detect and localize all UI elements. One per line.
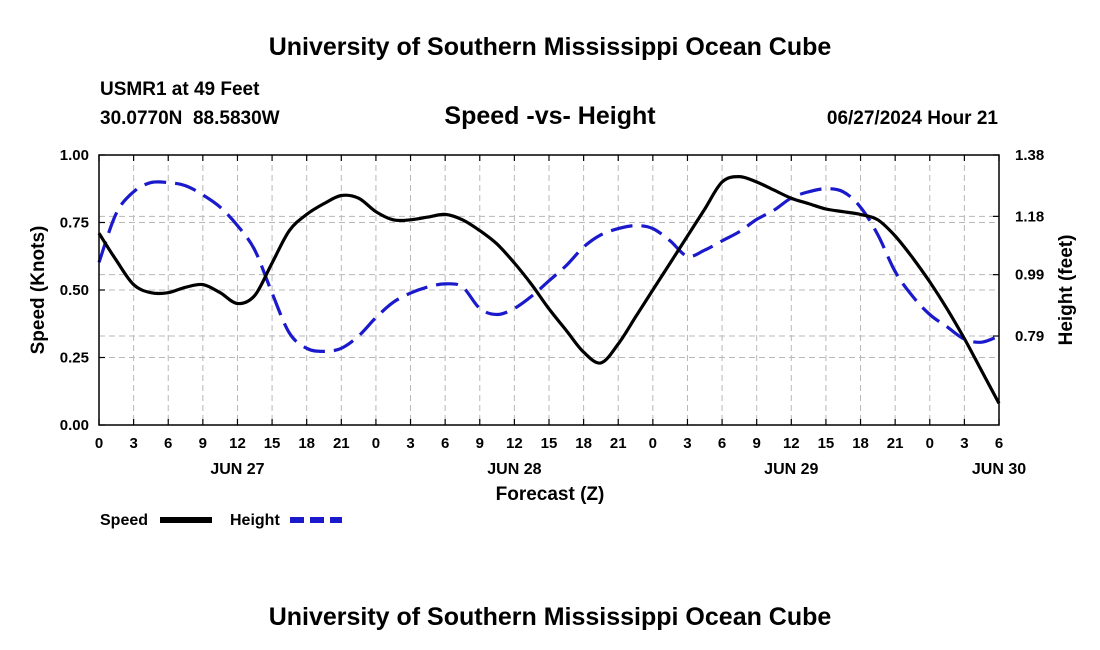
axis-ticks: 0 3 6 9 12 15 18 21 0 3 6 9 12 15 18 21 0 3 6 9 12 15 18 21 0 3 6 0… bbox=[60, 147, 1044, 478]
station-label: USMR1 at 49 Feet bbox=[100, 79, 260, 100]
x-tick-label: 15 bbox=[818, 435, 835, 452]
legend: Speed Height bbox=[100, 512, 342, 529]
x-tick-label: 15 bbox=[541, 435, 558, 452]
y-right-tick-label: 1.18 bbox=[1015, 208, 1044, 225]
y-right-tick-label: 0.99 bbox=[1015, 267, 1044, 284]
x-tick-label: 6 bbox=[164, 435, 172, 452]
y-left-tick-label: 0.25 bbox=[60, 350, 89, 367]
series-line-height bbox=[97, 180, 1000, 353]
y-left-tick-label: 1.00 bbox=[60, 147, 89, 164]
timestamp-label: 06/27/2024 Hour 21 bbox=[827, 108, 999, 129]
date-label: JUN 27 bbox=[210, 461, 264, 478]
x-tick-label: 21 bbox=[333, 435, 350, 452]
x-tick-label: 12 bbox=[783, 435, 800, 452]
grid-lines bbox=[99, 155, 999, 425]
y-axis-right-label: Height (feet) bbox=[1056, 235, 1077, 346]
legend-label-speed: Speed bbox=[100, 512, 148, 529]
x-tick-label: 18 bbox=[298, 435, 315, 452]
legend-label-height: Height bbox=[230, 512, 280, 529]
x-tick-label: 18 bbox=[575, 435, 592, 452]
x-tick-label: 6 bbox=[441, 435, 449, 452]
x-tick-label: 12 bbox=[229, 435, 246, 452]
x-tick-label: 3 bbox=[960, 435, 968, 452]
coords-label: 30.0770N 88.5830W bbox=[100, 108, 280, 129]
x-tick-label: 0 bbox=[372, 435, 380, 452]
x-tick-label: 3 bbox=[129, 435, 137, 452]
x-tick-label: 3 bbox=[406, 435, 414, 452]
footer-title: University of Southern Mississippi Ocean… bbox=[269, 603, 832, 631]
x-tick-label: 3 bbox=[683, 435, 691, 452]
y-left-tick-label: 0.00 bbox=[60, 417, 89, 434]
x-tick-label: 18 bbox=[852, 435, 869, 452]
y-left-tick-label: 0.50 bbox=[60, 282, 89, 299]
x-tick-label: 15 bbox=[264, 435, 281, 452]
x-tick-label: 0 bbox=[926, 435, 934, 452]
x-tick-label: 12 bbox=[506, 435, 523, 452]
x-tick-label: 0 bbox=[95, 435, 103, 452]
x-tick-label: 21 bbox=[610, 435, 627, 452]
series-layer bbox=[97, 175, 1001, 405]
x-tick-label: 9 bbox=[753, 435, 761, 452]
y-right-tick-label: 0.79 bbox=[1015, 328, 1044, 345]
date-label: JUN 30 bbox=[972, 461, 1026, 478]
x-tick-label: 9 bbox=[476, 435, 484, 452]
date-label: JUN 29 bbox=[764, 461, 818, 478]
series-line-speed bbox=[97, 175, 1001, 405]
x-tick-label: 21 bbox=[887, 435, 904, 452]
x-tick-label: 6 bbox=[718, 435, 726, 452]
x-tick-label: 6 bbox=[995, 435, 1003, 452]
x-axis-label: Forecast (Z) bbox=[496, 484, 605, 505]
chart-subtitle: Speed -vs- Height bbox=[444, 102, 656, 130]
date-label: JUN 28 bbox=[487, 461, 541, 478]
x-tick-label: 0 bbox=[649, 435, 657, 452]
y-right-tick-label: 1.38 bbox=[1015, 147, 1044, 164]
x-tick-label: 9 bbox=[199, 435, 207, 452]
y-axis-left-label: Speed (Knots) bbox=[28, 226, 49, 355]
y-left-tick-label: 0.75 bbox=[60, 215, 89, 232]
chart-title: University of Southern Mississippi Ocean… bbox=[269, 33, 832, 61]
